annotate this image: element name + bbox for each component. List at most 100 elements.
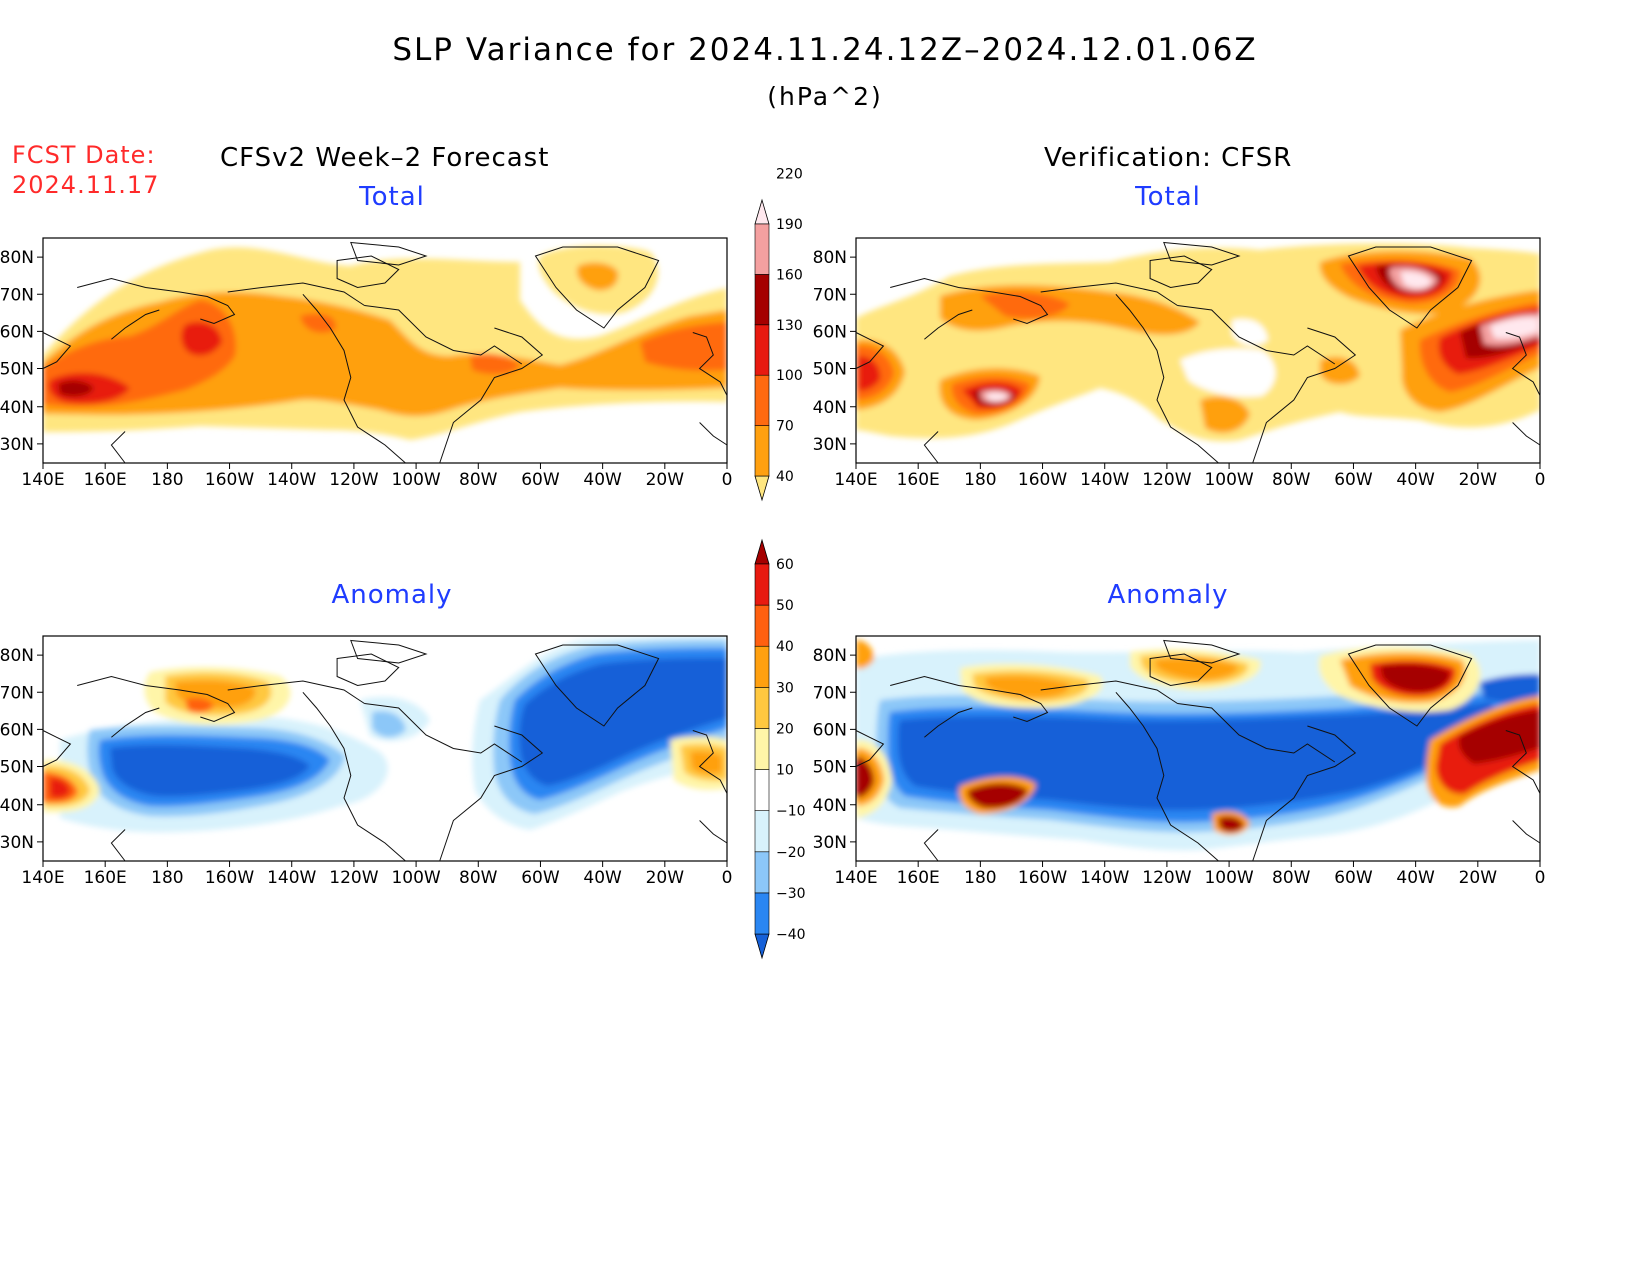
lon-tick-label: 140E [21,470,64,490]
lon-tick-label: 180 [964,470,996,490]
lon-tick-label: 140W [1080,868,1129,888]
coastline-fc-anom-3 [227,680,365,704]
colorbar-lower-extension [754,475,770,502]
colorbar-label: 70 [776,419,794,435]
coastline-vf-total-3 [1040,282,1178,306]
colorbar-label: 160 [776,267,803,283]
coastline-vf-anom-12 [923,829,939,862]
lon-tick-label: 20W [646,470,685,490]
colorbar-label: 100 [776,368,803,384]
forecast-column-title: CFSv2 Week–2 Forecast [220,143,550,173]
lat-tick-label: 60N [0,322,34,342]
forecast-anomaly-title: Anomaly [331,580,453,610]
lon-tick-label: 60W [1334,470,1373,490]
coastline-fc-total-3 [227,282,365,306]
forecast-total-title: Total [359,182,425,212]
colorbar-label: 50 [776,598,794,614]
lon-tick-label: 80W [1272,868,1311,888]
colorbar-label: 40 [776,469,794,485]
verification-anomaly-map [855,635,1541,862]
coastline-fc-total-5 [364,305,523,365]
colorbar-label: 130 [776,318,803,334]
coastline-fc-total-11 [699,422,728,446]
coastline-fc-anom-10 [692,730,728,794]
colorbar-label: 30 [776,680,794,696]
coastline-fc-total-12 [110,431,126,464]
coastline-vf-total-0 [855,332,885,369]
colorbar-segment [754,374,770,426]
coastline-vf-total-5 [1177,305,1336,365]
lon-tick-label: 160E [897,868,940,888]
coastline-fc-anom-6 [439,725,544,862]
colorbar-upper-extension [754,538,770,565]
coastline-fc-total-10 [692,332,728,396]
coastline-fc-total-1 [77,277,236,325]
colorbar-segment [754,223,770,275]
coastline-vf-anom-5 [1177,703,1336,763]
lon-tick-label: 80W [1272,470,1311,490]
coastline-fc-anom-8 [350,639,428,664]
lon-tick-label: 160W [1018,868,1067,888]
colorbar-lower-extension [754,933,770,960]
lat-tick-label: 40N [813,796,847,816]
colorbar-label: 190 [776,217,803,233]
colorbar-segment [754,851,770,894]
coastline-vf-total-9 [1347,246,1473,329]
lon-tick-label: 0 [722,470,733,490]
colorbar-label: −20 [776,845,806,861]
lat-tick-label: 50N [813,360,847,380]
verification-anomaly-title: Anomaly [1107,580,1229,610]
lon-tick-label: 80W [459,470,498,490]
lon-tick-label: 160W [205,868,254,888]
lat-tick-label: 50N [0,360,34,380]
lon-tick-label: 160W [205,470,254,490]
lat-tick-label: 40N [0,796,34,816]
lon-tick-label: 20W [1459,470,1498,490]
lon-tick-label: 100W [1204,868,1253,888]
lon-tick-label: 180 [151,470,183,490]
lon-tick-label: 140E [21,868,64,888]
colorbar-anomaly: −40 −30 −20 −10 10 20 30 40 50 60 [754,538,806,960]
coastline-vf-anom-2 [924,707,973,738]
forecast-date-value: 2024.11.17 [12,171,160,199]
colorbar-segment [754,324,770,376]
lat-tick-label: 80N [0,248,34,268]
lat-tick-label: 80N [0,646,34,666]
main-title: SLP Variance for 2024.11.24.12Z–2024.12.… [392,32,1258,68]
lat-tick-label: 70N [0,285,34,305]
lat-tick-label: 60N [813,322,847,342]
lat-tick-label: 80N [813,646,847,666]
lat-tick-label: 30N [813,435,847,455]
coastline-vf-anom-9 [1347,644,1473,727]
lon-tick-label: 140W [267,470,316,490]
coastline-fc-anom-2 [111,707,160,738]
lon-tick-label: 40W [1396,470,1435,490]
lat-tick-label: 30N [813,833,847,853]
colorbar-upper-extension [754,198,770,225]
coastline-vf-anom-6 [1252,725,1357,862]
verification-total-map [855,237,1541,464]
lon-tick-label: 20W [646,868,685,888]
lon-tick-label: 120W [329,470,378,490]
colorbar-segment [754,425,770,477]
coastline-vf-anom-0 [855,730,885,767]
colorbar-segment [754,810,770,853]
colorbar-total: 40 70 100 130 160 190 220 [754,167,803,502]
lat-tick-label: 50N [813,758,847,778]
coastline-fc-total-2 [111,309,160,340]
lon-tick-label: 140W [1080,470,1129,490]
coastline-vf-total-11 [1512,422,1541,446]
lon-tick-label: 0 [1535,868,1546,888]
lat-tick-label: 40N [0,398,34,418]
colorbar-segment [754,604,770,647]
coastline-vf-anom-10 [1505,730,1541,794]
coastline-fc-anom-11 [699,820,728,844]
lat-tick-label: 70N [813,683,847,703]
verification-total-title: Total [1135,182,1201,212]
lon-tick-label: 60W [521,470,560,490]
lon-tick-label: 60W [521,868,560,888]
lon-tick-label: 80W [459,868,498,888]
colorbar-segment [754,645,770,688]
colorbar-segment [754,769,770,811]
